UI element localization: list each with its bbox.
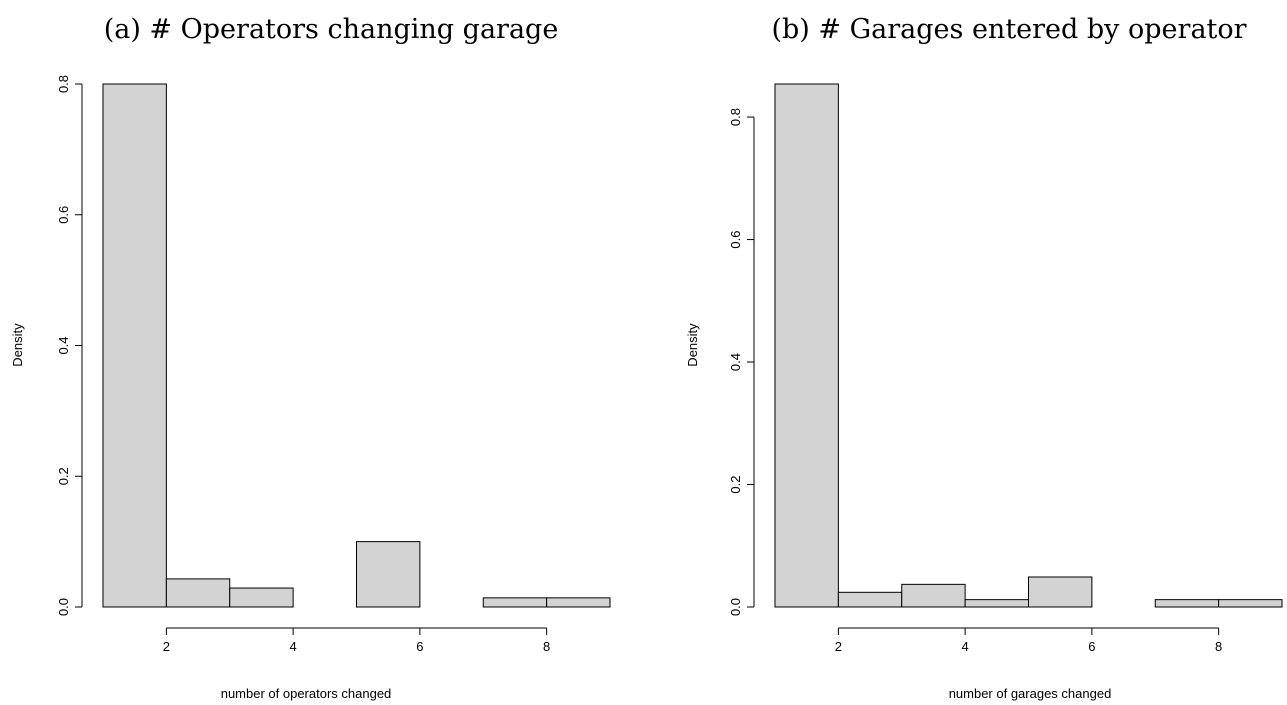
histogram-bar (165, 578, 231, 608)
y-axis-label: Density (685, 323, 700, 367)
histogram-bar (356, 541, 421, 608)
y-tick-label: 0.4 (56, 336, 71, 354)
x-tick-label: 6 (1088, 639, 1095, 654)
x-tick-label: 4 (962, 639, 969, 654)
x-tick-label: 6 (416, 639, 423, 654)
histogram-bar (837, 591, 903, 608)
histogram-bar (1154, 599, 1220, 608)
x-tick-label: 8 (1215, 639, 1222, 654)
chart-title: (a) # Operators changing garage (104, 14, 559, 45)
histogram-panel-b: (b) # Garages entered by operator 2 4 6 8 0.0… (644, 0, 1287, 705)
histogram-bar (546, 597, 611, 608)
x-axis-label: number of operators changed (221, 686, 392, 701)
histogram-b: (b) # Garages entered by operator 2 4 6 8 0.0… (685, 14, 1283, 701)
y-tick-label: 0.6 (56, 206, 71, 224)
x-tick-label: 4 (290, 639, 297, 654)
chart-title: (b) # Garages entered by operator (771, 14, 1246, 45)
histogram-panel-a: (a) # Operators changing garage 2 4 6 8 0.0 0.… (0, 0, 643, 705)
x-axis-label: number of garages changed (949, 686, 1112, 701)
y-tick-label: 0.6 (728, 231, 743, 249)
y-tick-label: 0.2 (56, 467, 71, 485)
x-tick-label: 2 (163, 639, 170, 654)
y-axis-label: Density (10, 323, 25, 367)
y-tick-label: 0.0 (56, 598, 71, 616)
histogram-bar (482, 597, 548, 608)
x-tick-label: 8 (543, 639, 550, 654)
histogram-bar (229, 587, 294, 608)
histogram-bar (964, 599, 1029, 608)
histogram-a: (a) # Operators changing garage 2 4 6 8 0.0 0.… (10, 14, 611, 701)
y-tick-label: 0.4 (728, 353, 743, 371)
y-tick-label: 0.0 (728, 598, 743, 616)
y-tick-label: 0.8 (728, 108, 743, 126)
histogram-bar (901, 583, 966, 608)
histogram-bar (1028, 576, 1093, 608)
histogram-bar (102, 83, 167, 608)
y-tick-label: 0.2 (728, 475, 743, 493)
histogram-bar (774, 83, 839, 608)
y-tick-label: 0.8 (56, 75, 71, 93)
histogram-bar (1218, 599, 1283, 608)
x-tick-label: 2 (835, 639, 842, 654)
